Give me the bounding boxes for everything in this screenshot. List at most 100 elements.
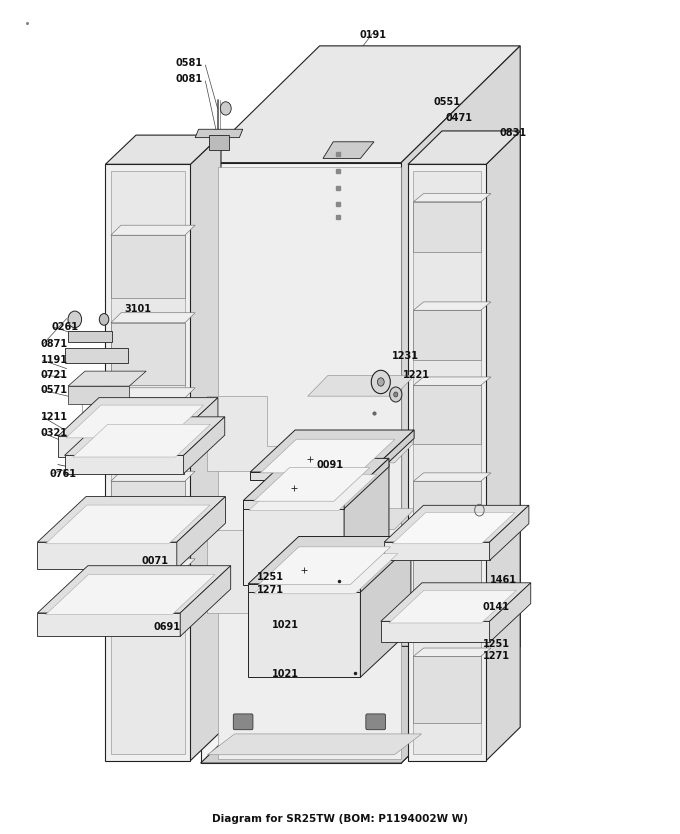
Polygon shape (248, 584, 360, 592)
Polygon shape (37, 542, 177, 569)
Text: 1271: 1271 (257, 585, 284, 595)
Polygon shape (250, 472, 369, 480)
Circle shape (394, 392, 398, 397)
Polygon shape (401, 46, 520, 763)
Polygon shape (413, 648, 491, 656)
Text: 0761: 0761 (50, 469, 77, 479)
Polygon shape (389, 590, 516, 623)
Polygon shape (392, 513, 515, 544)
Polygon shape (243, 506, 344, 585)
Polygon shape (413, 202, 481, 252)
Text: 0261: 0261 (51, 322, 78, 332)
Polygon shape (105, 135, 221, 164)
Circle shape (220, 102, 231, 115)
Polygon shape (344, 459, 389, 509)
Polygon shape (249, 475, 377, 510)
Text: 0581: 0581 (175, 58, 203, 68)
Polygon shape (68, 371, 146, 386)
Text: 1021: 1021 (272, 620, 299, 631)
Polygon shape (190, 135, 221, 761)
Polygon shape (111, 559, 195, 569)
Polygon shape (207, 530, 287, 613)
Polygon shape (384, 542, 490, 560)
Polygon shape (413, 310, 481, 360)
Polygon shape (243, 500, 344, 509)
Polygon shape (260, 440, 395, 473)
Polygon shape (209, 135, 229, 150)
Text: 0081: 0081 (175, 74, 203, 84)
Polygon shape (369, 430, 414, 480)
Polygon shape (65, 455, 184, 474)
Polygon shape (201, 46, 520, 163)
Circle shape (99, 314, 109, 325)
Polygon shape (258, 547, 390, 585)
Polygon shape (37, 613, 180, 636)
Polygon shape (177, 398, 218, 457)
Polygon shape (408, 131, 520, 164)
Polygon shape (344, 465, 389, 585)
Polygon shape (201, 163, 401, 763)
Polygon shape (46, 505, 210, 544)
Polygon shape (413, 552, 491, 560)
Polygon shape (37, 496, 226, 542)
Text: 1271: 1271 (483, 651, 510, 661)
Text: 1211: 1211 (41, 412, 68, 422)
Circle shape (377, 378, 384, 386)
Polygon shape (177, 496, 226, 569)
Text: 0871: 0871 (41, 339, 68, 349)
Bar (111, 171, 185, 754)
Polygon shape (184, 417, 224, 474)
Polygon shape (105, 164, 190, 761)
Text: 1461: 1461 (490, 575, 517, 585)
Polygon shape (111, 235, 185, 298)
Polygon shape (65, 348, 128, 363)
Text: 0691: 0691 (153, 622, 180, 632)
Polygon shape (65, 417, 224, 455)
Polygon shape (413, 302, 491, 310)
Polygon shape (66, 405, 203, 438)
Polygon shape (218, 167, 401, 759)
Polygon shape (384, 505, 529, 542)
Text: 0091: 0091 (316, 460, 343, 470)
Text: 0321: 0321 (41, 428, 68, 438)
Polygon shape (307, 509, 415, 530)
Polygon shape (207, 734, 422, 755)
Polygon shape (413, 560, 481, 631)
Text: 0471: 0471 (445, 113, 473, 123)
Polygon shape (195, 129, 243, 138)
Polygon shape (111, 481, 185, 544)
Text: 0551: 0551 (433, 97, 460, 107)
Text: 0831: 0831 (500, 128, 527, 138)
Polygon shape (381, 621, 490, 642)
Polygon shape (248, 590, 360, 677)
Polygon shape (248, 536, 411, 584)
Circle shape (371, 370, 390, 394)
Polygon shape (486, 131, 520, 761)
Polygon shape (68, 331, 112, 342)
Text: 1191: 1191 (41, 355, 68, 365)
Polygon shape (413, 193, 491, 202)
Polygon shape (111, 569, 185, 631)
Text: 1021: 1021 (272, 669, 299, 679)
Polygon shape (46, 575, 215, 615)
Polygon shape (250, 430, 414, 472)
Text: 1231: 1231 (392, 351, 419, 361)
Polygon shape (111, 225, 195, 235)
Polygon shape (254, 554, 398, 594)
Polygon shape (37, 565, 231, 613)
Polygon shape (381, 583, 530, 621)
Polygon shape (490, 505, 529, 560)
Polygon shape (111, 313, 195, 323)
Polygon shape (413, 473, 491, 481)
Polygon shape (307, 442, 415, 463)
Polygon shape (413, 377, 491, 385)
Text: 1251: 1251 (483, 639, 510, 649)
Polygon shape (58, 398, 218, 436)
Polygon shape (248, 542, 411, 590)
Polygon shape (413, 481, 481, 535)
Text: 1251: 1251 (257, 572, 284, 582)
Polygon shape (180, 565, 231, 636)
Polygon shape (307, 375, 415, 396)
Polygon shape (243, 465, 389, 506)
Polygon shape (111, 398, 185, 460)
